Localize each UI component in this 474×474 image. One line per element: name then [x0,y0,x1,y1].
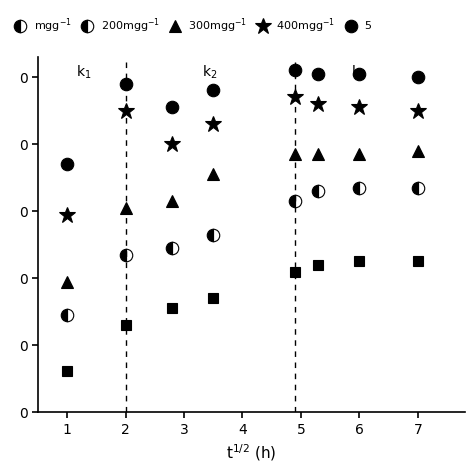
Text: k$_1$: k$_1$ [76,64,91,81]
Text: k$_3$: k$_3$ [351,64,366,81]
Text: k$_2$: k$_2$ [201,64,217,81]
Legend: mgg$^{-1}$, 200mgg$^{-1}$, 300mgg$^{-1}$, 400mgg$^{-1}$, 5: mgg$^{-1}$, 200mgg$^{-1}$, 300mgg$^{-1}$… [9,16,371,35]
X-axis label: t$^{1/2}$ (h): t$^{1/2}$ (h) [226,442,276,463]
